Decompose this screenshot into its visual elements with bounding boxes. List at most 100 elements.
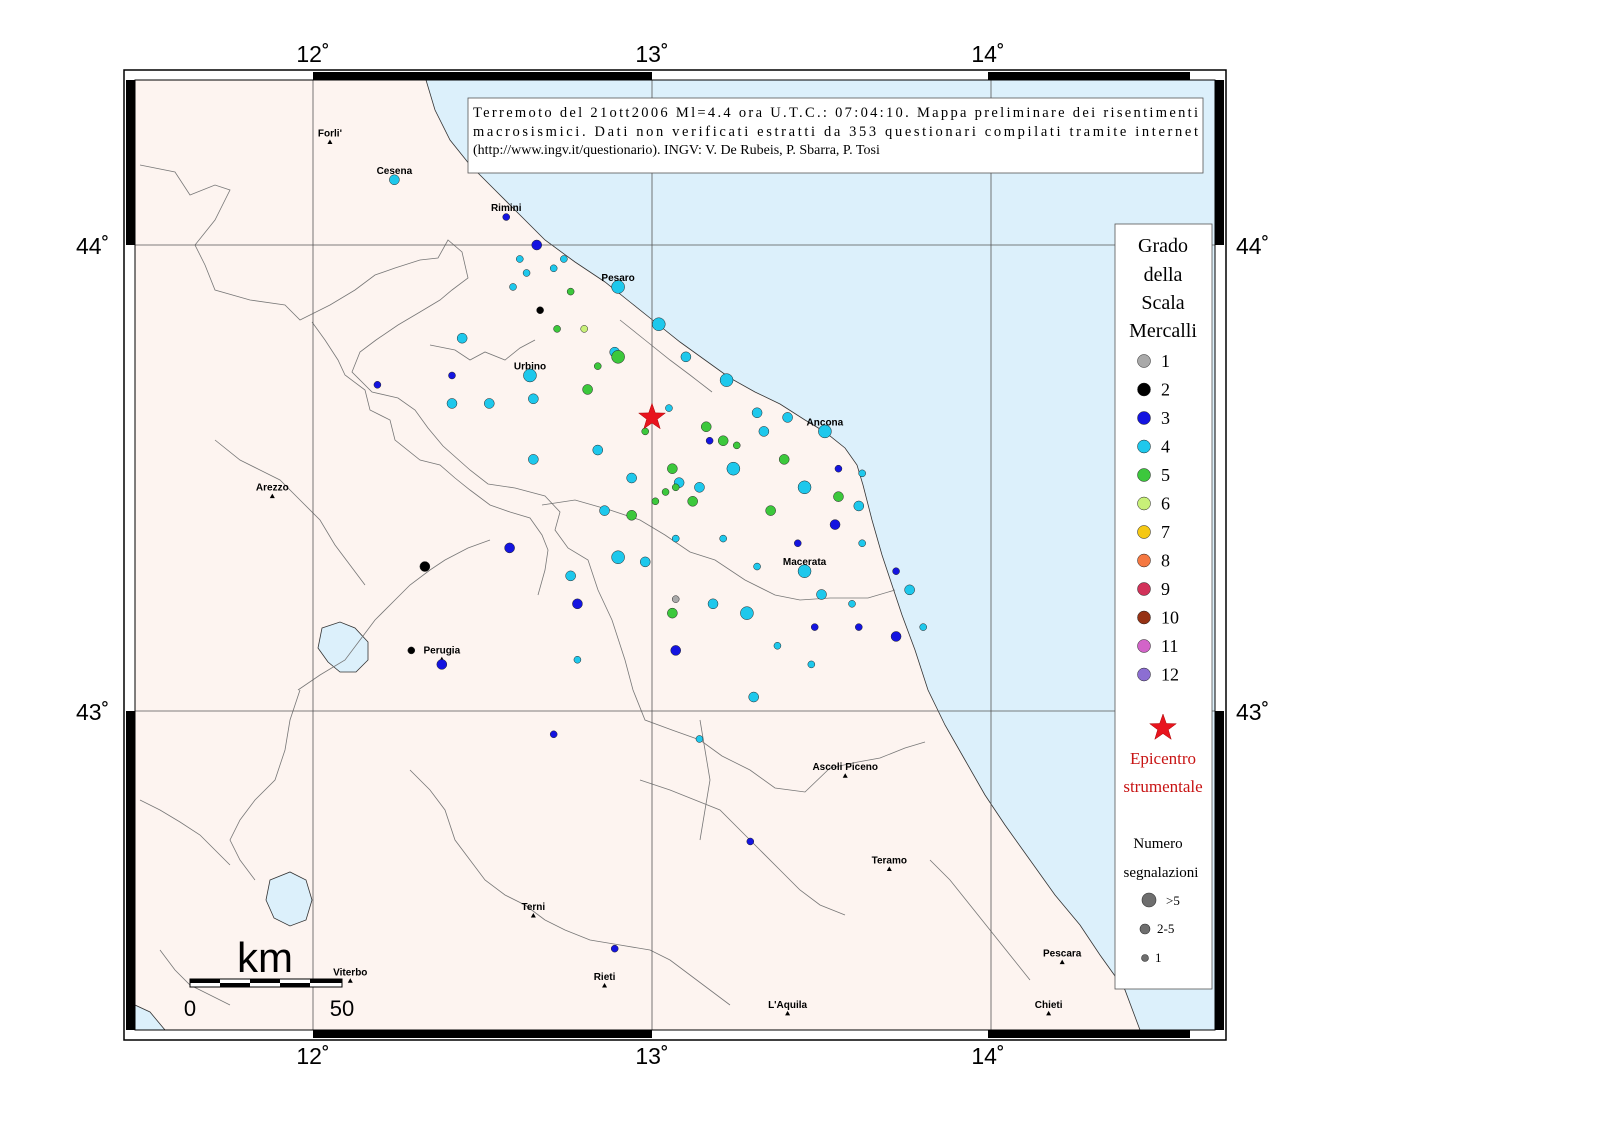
intensity-point (717, 435, 729, 446)
intensity-point (667, 463, 678, 474)
intensity-point (549, 730, 558, 739)
intensity-point (726, 461, 741, 476)
city-label: L'Aquila (768, 1000, 807, 1011)
intensity-point (705, 436, 714, 445)
intensity-point (700, 421, 712, 432)
legend-grade-label: 12 (1161, 665, 1179, 685)
city-marker (269, 493, 275, 499)
intensity-point (858, 539, 866, 547)
info-line: Terremoto del 21ott2006 Ml=4.4 ora U.T.C… (473, 105, 1198, 121)
legend-grade-dot (1137, 639, 1151, 653)
city-label: Pescara (1043, 949, 1082, 960)
intensity-point (504, 542, 515, 554)
intensity-point (652, 317, 666, 331)
intensity-point (599, 505, 610, 516)
legend-grade-dot (1137, 354, 1151, 368)
intensity-point (611, 350, 625, 364)
intensity-point (797, 480, 812, 495)
intensity-point (594, 362, 602, 370)
intensity-point (639, 556, 651, 568)
intensity-point (904, 584, 915, 596)
city-marker (1046, 1010, 1052, 1016)
intensity-point (389, 174, 400, 186)
legend-grade-dot (1137, 525, 1151, 539)
lon-label: 12˚ (296, 1043, 329, 1069)
city-label: Pesaro (601, 273, 634, 284)
legend-grade-label: 1 (1161, 351, 1170, 371)
city-label: Macerata (783, 557, 827, 568)
info-box: Terremoto del 21ott2006 Ml=4.4 ora U.T.C… (467, 97, 1204, 174)
count-legend-dot-small (1141, 954, 1149, 962)
intensity-point (853, 500, 865, 512)
intensity-point (670, 645, 681, 656)
intensity-point (746, 837, 755, 846)
lon-label: 13˚ (635, 41, 668, 67)
count-legend-label: >5 (1166, 893, 1180, 908)
intensity-point (671, 483, 680, 492)
intensity-point (509, 283, 517, 291)
intensity-point (740, 606, 754, 620)
city-label: Arezzo (256, 483, 289, 494)
observations-layer (373, 174, 927, 953)
legend-star-shape (1148, 713, 1178, 740)
legend-title-line: Mercalli (1129, 320, 1197, 342)
legend-grade-label: 7 (1161, 522, 1170, 542)
city-label: Chieti (1035, 1000, 1063, 1011)
lon-label: 13˚ (635, 1043, 668, 1069)
intensity-point (528, 393, 539, 405)
basemap (135, 80, 1215, 1030)
intensity-point (855, 623, 863, 631)
graticule (135, 80, 1215, 1030)
city-marker (347, 978, 353, 983)
epicenter-star (637, 402, 667, 430)
intensity-point (373, 381, 382, 389)
legend-grade-dot (1137, 496, 1151, 511)
city-marker (602, 982, 608, 988)
intensity-point (446, 398, 458, 409)
intensity-point (719, 373, 734, 387)
city-label: Teramo (872, 855, 907, 866)
intensity-point (516, 255, 524, 263)
count-legend-label: 1 (1155, 950, 1162, 965)
intensity-point (680, 351, 692, 363)
info-line: macrosismici. Dati non verificati estrat… (473, 124, 1198, 140)
cities-layer: Forli' Cesena Rimini Pesaro Urbino Ancona Arez… (256, 128, 1082, 1016)
legend-grade-label: 10 (1161, 608, 1179, 628)
longitude-labels-top: 12˚ 13˚ 14˚ (296, 41, 1004, 67)
count-legend-title: Numero (1133, 836, 1182, 852)
longitude-labels-bottom: 12˚ 13˚ 14˚ (296, 1043, 1004, 1069)
city-label: Urbino (514, 361, 546, 372)
count-legend-title: segnalazioni (1124, 865, 1199, 881)
land-area (135, 80, 1141, 1030)
legend-grade-label: 5 (1161, 465, 1170, 485)
epicenter-legend-star (1148, 713, 1178, 740)
legend: Grado della Scala Mercalli 1234567891011… (1114, 223, 1213, 990)
intensity-point (610, 944, 619, 953)
intensity-point (707, 598, 719, 610)
intensity-point (582, 384, 593, 395)
legend-grade-label: 3 (1161, 408, 1170, 428)
city-label: Ascoli Piceno (812, 762, 878, 773)
intensity-point (890, 631, 902, 642)
intensity-point (829, 519, 841, 530)
intensity-point (748, 691, 759, 703)
intensity-point (448, 371, 456, 380)
intensity-point (671, 534, 680, 543)
legend-title-line: Grado (1138, 235, 1188, 257)
intensity-point (773, 642, 782, 650)
intensity-point (833, 491, 844, 502)
info-line: (http://www.ingv.it/questionario). INGV:… (473, 143, 880, 158)
intensity-point (626, 472, 637, 484)
city-marker (1059, 959, 1065, 965)
legend-title-line: della (1144, 264, 1183, 286)
legend-grade-label: 9 (1161, 579, 1170, 599)
intensity-point (782, 412, 793, 423)
legend-grade-dot (1137, 439, 1151, 454)
intensity-point (753, 562, 761, 571)
legend-grade-label: 6 (1161, 494, 1170, 514)
lake-bolsena (265, 871, 313, 927)
intensity-point (641, 427, 649, 436)
intensity-point (667, 607, 678, 619)
